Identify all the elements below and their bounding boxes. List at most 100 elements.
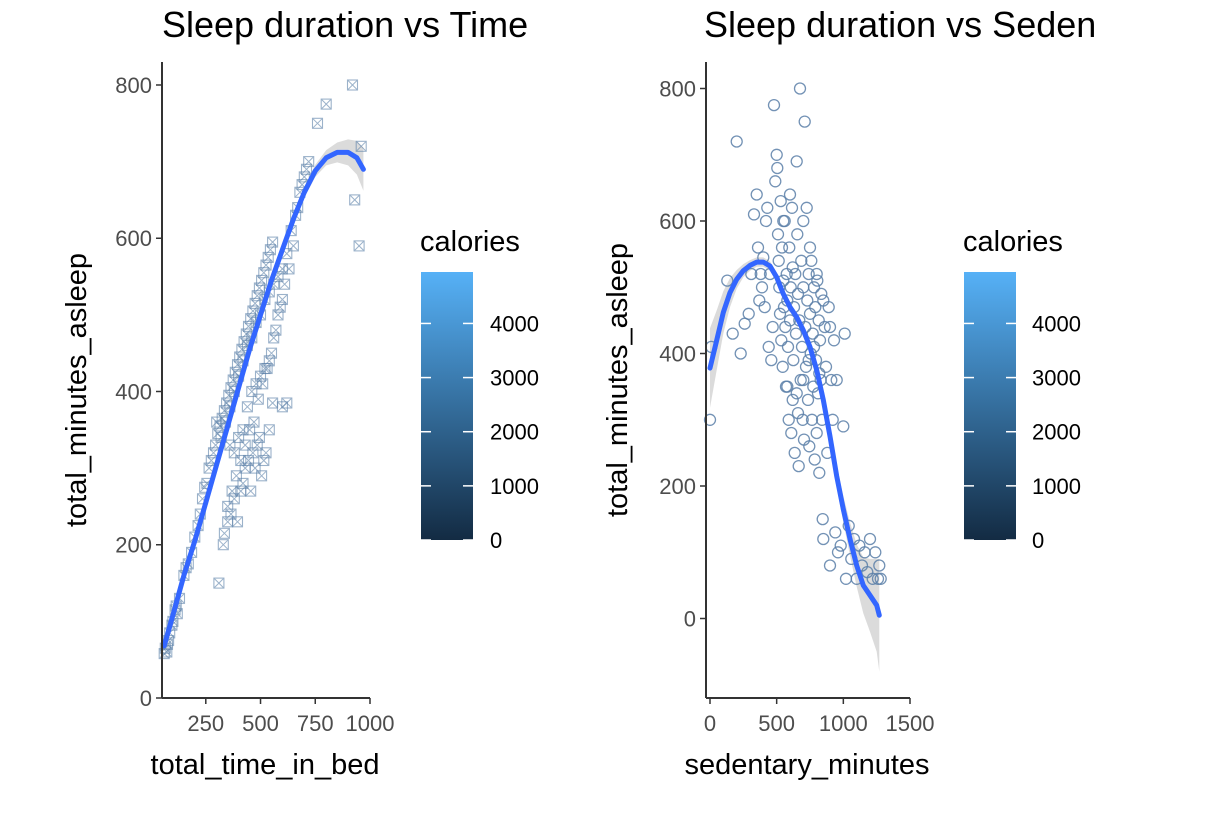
data-point	[837, 420, 850, 433]
data-point	[267, 397, 279, 409]
data-point	[791, 406, 805, 420]
data-point	[256, 470, 268, 482]
legend-tick-label: 3000	[490, 366, 539, 391]
data-point	[228, 493, 240, 505]
data-point	[241, 401, 253, 413]
data-point	[355, 140, 367, 152]
data-point	[235, 454, 247, 467]
data-point	[281, 397, 293, 409]
data-point	[721, 274, 734, 287]
data-point	[767, 98, 781, 112]
data-point	[791, 228, 804, 241]
data-point	[817, 532, 830, 546]
x-tick-label: 500	[242, 711, 279, 736]
legend-tick-label: 3000	[1032, 366, 1081, 391]
data-point	[802, 267, 815, 281]
data-point	[252, 393, 264, 405]
data-point	[794, 373, 807, 387]
data-point	[772, 254, 785, 267]
data-point	[787, 353, 800, 367]
data-point	[790, 387, 803, 400]
data-point	[797, 373, 810, 387]
legend-tick-label: 0	[1032, 528, 1044, 553]
data-point	[742, 307, 755, 320]
data-point	[213, 577, 225, 589]
data-point	[775, 241, 789, 254]
data-point	[805, 413, 819, 426]
axes: 0 200 400 600 800 250 500 750 1000	[115, 62, 394, 736]
chart-title: Sleep duration vs Time	[162, 4, 528, 45]
y-tick-label: 400	[115, 379, 152, 404]
data-point	[810, 426, 823, 440]
data-point	[783, 188, 797, 201]
data-point	[813, 466, 826, 479]
data-point	[754, 267, 767, 281]
x-tick-label: 1000	[346, 711, 395, 736]
data-point	[274, 301, 286, 313]
data-point	[761, 201, 774, 214]
data-point	[825, 373, 838, 387]
data-point	[268, 332, 280, 344]
data-point	[260, 259, 272, 271]
data-point	[801, 294, 814, 307]
data-point	[260, 447, 272, 459]
data-point	[817, 294, 830, 307]
data-point	[801, 393, 815, 407]
data-point	[866, 572, 879, 585]
data-point	[799, 360, 813, 373]
data-point	[244, 424, 256, 436]
data-point	[218, 527, 230, 539]
data-point	[258, 267, 270, 279]
data-point	[776, 360, 789, 373]
data-point	[800, 201, 813, 214]
data-point	[838, 327, 851, 340]
data-point	[262, 251, 274, 263]
legend-tick-label: 2000	[1032, 420, 1081, 445]
data-point	[781, 380, 794, 393]
data-point	[873, 559, 886, 572]
data-point	[790, 155, 803, 168]
data-point	[765, 353, 778, 367]
y-tick-label: 600	[659, 209, 696, 234]
data-point	[792, 459, 805, 473]
data-point	[831, 546, 845, 559]
legend-tick-label: 1000	[490, 474, 539, 499]
data-point	[784, 281, 797, 294]
data-point	[226, 485, 238, 497]
data-point	[869, 546, 882, 559]
legend-colorbar	[421, 272, 473, 540]
data-point	[795, 254, 808, 267]
data-point	[816, 512, 829, 526]
data-point	[771, 161, 784, 175]
x-tick-label: 1000	[819, 711, 868, 736]
data-point	[272, 309, 284, 321]
data-point	[287, 240, 299, 252]
chart-title: Sleep duration vs Seden	[704, 4, 1096, 45]
data-point	[781, 340, 795, 354]
x-axis-title: total_time_in_bed	[151, 749, 380, 781]
data-point	[225, 508, 237, 520]
data-point	[279, 278, 291, 290]
data-point	[265, 347, 278, 359]
x-axis-title: sedentary_minutes	[684, 749, 929, 781]
data-point	[798, 115, 811, 128]
legend-tick-label: 4000	[1032, 311, 1081, 336]
data-point	[774, 194, 787, 208]
data-point	[786, 261, 799, 274]
data-point	[320, 98, 332, 110]
y-axis-title: total_minutes_asleep	[61, 253, 93, 527]
data-point	[805, 254, 818, 267]
data-point	[349, 194, 361, 206]
data-point	[863, 532, 877, 546]
data-point	[839, 572, 853, 585]
data-point	[793, 82, 807, 95]
data-point	[253, 282, 265, 294]
data-point	[829, 526, 842, 539]
x-tick-label: 500	[758, 711, 795, 736]
smooth-line	[161, 149, 366, 649]
data-point	[303, 156, 315, 168]
data-point	[811, 274, 824, 287]
legend-colorbar	[964, 272, 1016, 540]
data-point	[267, 236, 279, 248]
data-point	[263, 424, 275, 436]
